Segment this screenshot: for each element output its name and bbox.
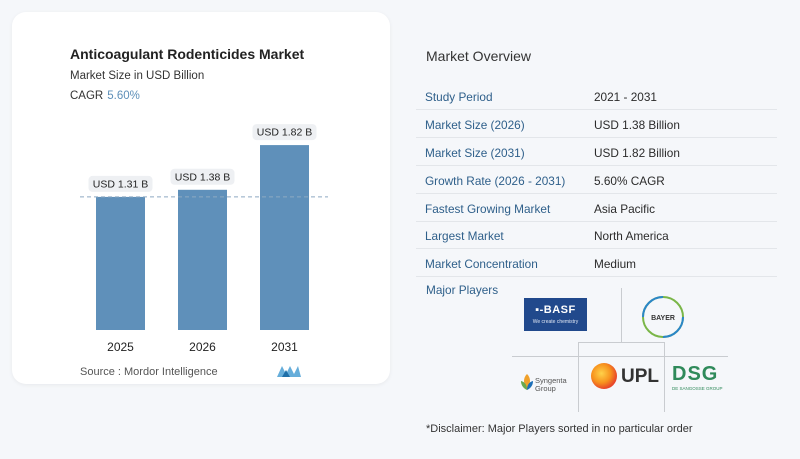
logo-grid-divider	[578, 342, 665, 343]
overview-label: Largest Market	[425, 229, 504, 244]
disclaimer: *Disclaimer: Major Players sorted in no …	[426, 423, 693, 435]
overview-value: 5.60% CAGR	[594, 173, 665, 188]
bar	[96, 196, 145, 330]
data-label-bg	[252, 124, 317, 141]
basf-name: ▪-BASF	[535, 304, 576, 316]
syngenta-logo: Syngenta Group	[535, 377, 567, 393]
logo-grid-divider	[578, 342, 579, 412]
overview-row: Market Size (2031) USD 1.82 Billion	[416, 140, 777, 166]
overview-value: Medium	[594, 257, 636, 272]
market-overview-title: Market Overview	[426, 48, 532, 64]
data-label-bg	[88, 175, 153, 192]
overview-value: 2021 - 2031	[594, 90, 657, 104]
cagr-value: 5.60%	[107, 90, 140, 102]
cagr-line: CAGR 5.60%	[70, 90, 140, 102]
dsg-tagline: DE SANGOSSE GROUP	[672, 386, 723, 391]
source-text: Source : Mordor Intelligence	[80, 366, 218, 378]
overview-label: Market Size (2031)	[425, 145, 525, 160]
overview-value: USD 1.82 Billion	[594, 145, 680, 160]
x-tick-label: 2026	[189, 340, 216, 354]
chart-subtitle: Market Size in USD Billion	[70, 70, 205, 82]
dsg-logo: DSG	[672, 363, 719, 385]
data-label: USD 1.38 B	[175, 171, 230, 183]
overview-row: Study Period 2021 - 2031	[416, 84, 777, 110]
bayer-logo: BAYER	[642, 296, 684, 338]
bar	[260, 145, 309, 330]
overview-label: Market Size (2026)	[425, 117, 525, 132]
bar-chart: USD 1.31 B 2025 USD 1.38 B 2026 USD 1.82 B 20…	[80, 124, 328, 354]
overview-row: Growth Rate (2026 - 2031) 5.60% CAGR	[416, 168, 777, 194]
x-tick-label: 2031	[271, 340, 298, 354]
upl-sun-icon	[591, 363, 617, 389]
bayer-name: BAYER	[651, 315, 675, 322]
syngenta-group: Group	[535, 384, 556, 393]
logo-grid-divider	[664, 342, 665, 412]
overview-label: Market Concentration	[425, 257, 538, 272]
overview-row: Market Size (2026) USD 1.38 Billion	[416, 112, 777, 138]
major-players-label: Major Players	[426, 283, 499, 297]
cagr-label: CAGR	[70, 90, 104, 102]
basf-tagline: We create chemistry	[532, 319, 579, 325]
logo-grid-divider	[512, 356, 728, 357]
overview-label: Study Period	[425, 90, 493, 104]
upl-logo: UPL	[621, 366, 659, 387]
overview-row: Market Concentration Medium	[416, 251, 777, 278]
bar	[178, 189, 227, 330]
syngenta-leaf-icon	[521, 374, 533, 390]
x-tick-label: 2025	[107, 340, 134, 354]
data-label-bg	[170, 168, 235, 185]
overview-row: Largest Market North America	[416, 223, 777, 250]
logo-grid-divider	[621, 288, 622, 342]
overview-row: Fastest Growing Market Asia Pacific	[416, 196, 777, 222]
overview-value: USD 1.38 Billion	[594, 117, 680, 132]
mordor-intelligence-logo	[277, 366, 301, 377]
overview-value: North America	[594, 229, 669, 244]
data-label: USD 1.31 B	[93, 178, 148, 190]
syngenta-name: Syngenta	[535, 376, 567, 385]
overview-value: Asia Pacific	[594, 201, 655, 216]
overview-label: Fastest Growing Market	[425, 201, 551, 216]
overview-table: Study Period 2021 - 2031 Market Size (20…	[416, 84, 777, 279]
basf-logo: ▪-BASF We create chemistry	[524, 298, 587, 331]
data-label: USD 1.82 B	[257, 127, 312, 139]
overview-label: Growth Rate (2026 - 2031)	[425, 173, 566, 188]
chart-title: Anticoagulant Rodenticides Market	[70, 46, 305, 62]
